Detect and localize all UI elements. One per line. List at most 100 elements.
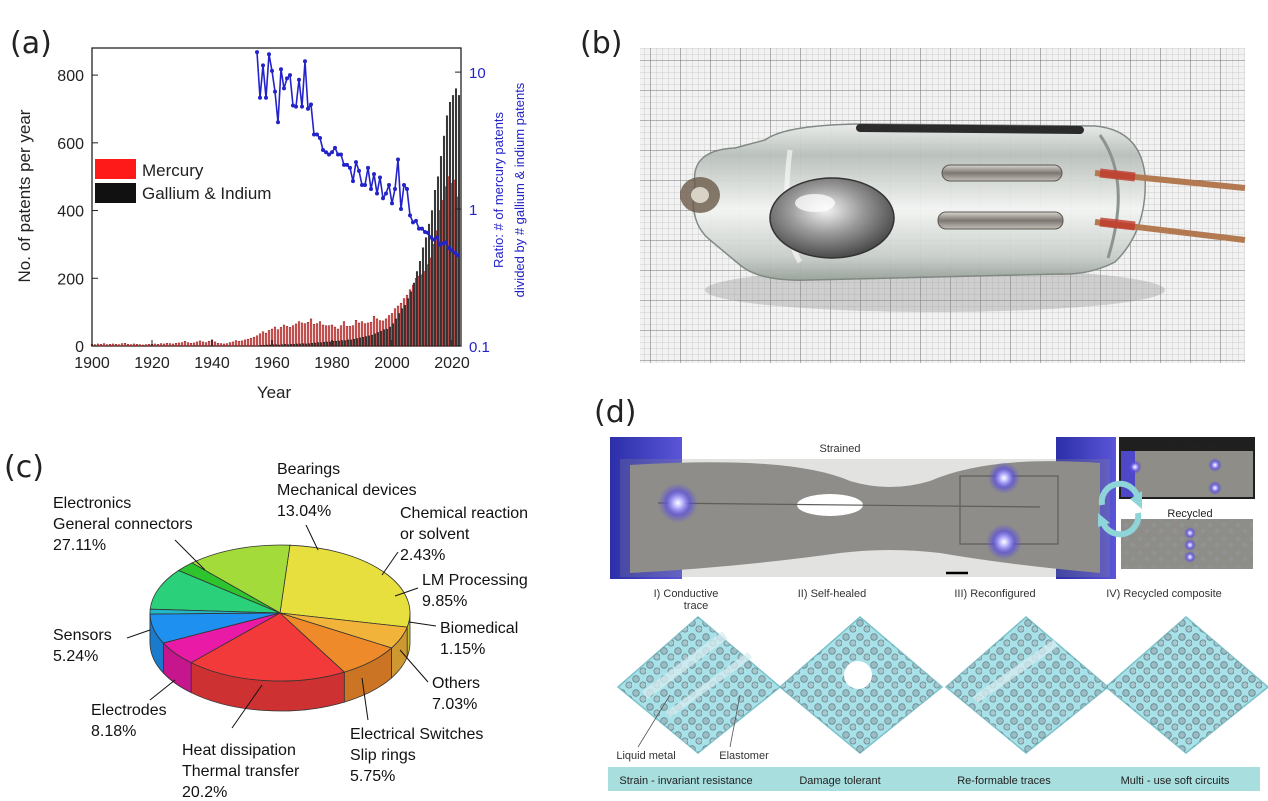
ratio-point — [315, 132, 319, 137]
mercury-bar — [282, 324, 286, 347]
legend: Mercury Gallium & Indium — [95, 159, 271, 203]
ratio-point — [264, 95, 268, 100]
x-tick-label: 1960 — [254, 355, 290, 372]
leader-line — [408, 621, 437, 627]
elastomer-label: Elastomer — [719, 750, 769, 762]
ratio-point — [363, 182, 367, 187]
mercury-bar — [303, 323, 307, 347]
mercury-bar — [135, 344, 139, 347]
mercury-bar — [231, 341, 235, 347]
ratio-point — [450, 248, 454, 253]
gallium-bar — [388, 326, 392, 347]
ratio-point — [393, 187, 397, 192]
ratio-point — [300, 104, 304, 109]
gallium-bar — [376, 332, 380, 347]
gallium-bar — [313, 342, 317, 347]
mercury-bar — [207, 341, 211, 347]
right-axis-label-line1: Ratio: # of mercury patents — [491, 111, 506, 268]
feature-reformable: Re-formable traces — [957, 775, 1051, 787]
gallium-bar — [304, 343, 308, 347]
leader-line — [381, 551, 399, 576]
mercury-bar — [141, 344, 145, 347]
mercury-bar — [147, 344, 151, 347]
legend-mercury-swatch — [95, 159, 136, 179]
composite-recycled — [1104, 616, 1268, 754]
gallium-bar — [379, 330, 383, 347]
panel-a: (a) 1900 1920 1940 1960 1980 2000 2020 0 200 400 6… — [0, 0, 560, 410]
axes: 1900 1920 1940 1960 1980 2000 2020 0 200 400 600 80… — [57, 65, 490, 372]
ratio-point — [333, 145, 337, 150]
panel-d: (d) — [590, 395, 1268, 801]
mercury-bar — [261, 331, 265, 347]
ratio-point — [348, 165, 352, 170]
y-tick-label: 200 — [57, 271, 84, 288]
pie-slice — [190, 612, 346, 682]
feature-multi-use: Multi - use soft circuits — [1121, 775, 1230, 787]
mercury-bar — [291, 325, 295, 347]
y2-tick-label: 1 — [469, 202, 477, 219]
ratio-point — [399, 207, 403, 212]
mercury-bar — [213, 341, 217, 347]
gallium-bar — [280, 344, 284, 347]
mercury-bar — [192, 342, 196, 347]
ratio-point — [288, 73, 292, 78]
pie-slice-label: Sensors 5.24% — [53, 627, 112, 665]
ratio-point — [345, 162, 349, 167]
pie-slice — [149, 570, 281, 614]
ratio-point — [447, 245, 451, 250]
gallium-bar — [355, 338, 359, 347]
ratio-point — [414, 218, 418, 223]
composite-reconfigured — [944, 616, 1110, 754]
ratio-point — [453, 250, 457, 255]
mercury-bar — [198, 340, 202, 347]
stage-1-label: I) Conductive — [654, 588, 719, 600]
gallium-bar — [370, 334, 374, 347]
gallium-bar — [268, 344, 272, 347]
mercury-bar — [183, 341, 187, 347]
mercury-bar — [228, 342, 232, 347]
ratio-point — [360, 182, 364, 187]
gallium-bar — [265, 344, 269, 347]
gallium-bar — [298, 343, 302, 347]
recycled-label: Recycled — [1167, 508, 1212, 520]
gallium-bar — [421, 247, 425, 347]
mercury-bar — [255, 335, 259, 347]
gallium-bar — [361, 336, 365, 347]
ratio-point — [303, 59, 307, 64]
patent-chart: 1900 1920 1940 1960 1980 2000 2020 0 200 400 600 80… — [15, 47, 527, 402]
gallium-bar — [316, 342, 320, 347]
gallium-bar — [310, 343, 314, 347]
gallium-bar — [439, 156, 443, 347]
gallium-bar — [427, 223, 431, 347]
panel-d-label: (d) — [594, 395, 637, 430]
ratio-point — [405, 187, 409, 192]
x-tick-label: 1920 — [134, 355, 170, 372]
x-axis-label: Year — [257, 383, 292, 402]
mercury-bar — [123, 343, 127, 347]
panel-b: (b) — [560, 0, 1268, 410]
leader-line — [305, 524, 319, 551]
gallium-bar — [277, 344, 281, 347]
y-axis-label: No. of patents per year — [15, 109, 34, 282]
ratio-point — [375, 191, 379, 196]
pie-slice — [279, 612, 408, 649]
recycle-arrows-icon — [1098, 480, 1142, 538]
y-tick-label: 400 — [57, 204, 84, 221]
mercury-bar — [99, 344, 103, 347]
ratio-point — [369, 187, 373, 192]
stage-1-label-line2: trace — [684, 600, 708, 612]
ratio-point — [372, 172, 376, 177]
gallium-bar — [415, 271, 419, 347]
mercury-bar — [138, 344, 142, 347]
mercury-bar — [288, 327, 292, 347]
feature-strain-invariant: Strain - invariant resistance — [619, 775, 752, 787]
pie-slice-label: Electrical Switches Slip rings 5.75% — [350, 726, 483, 785]
mercury-bar — [126, 344, 130, 347]
gallium-indium-bars — [259, 88, 461, 347]
ratio-point — [336, 152, 340, 157]
gallium-bar — [457, 95, 461, 347]
gallium-bar — [283, 344, 287, 347]
gallium-bar — [319, 342, 323, 347]
gallium-bar — [334, 341, 338, 347]
composite-self-healed — [778, 616, 944, 754]
